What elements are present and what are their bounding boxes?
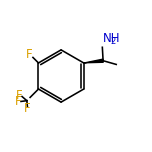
Polygon shape [84, 59, 103, 63]
Text: F: F [15, 95, 22, 108]
Text: F: F [24, 102, 31, 115]
Text: 2: 2 [110, 37, 115, 46]
Text: F: F [16, 88, 23, 102]
Text: NH: NH [103, 32, 121, 45]
Text: F: F [26, 48, 33, 61]
